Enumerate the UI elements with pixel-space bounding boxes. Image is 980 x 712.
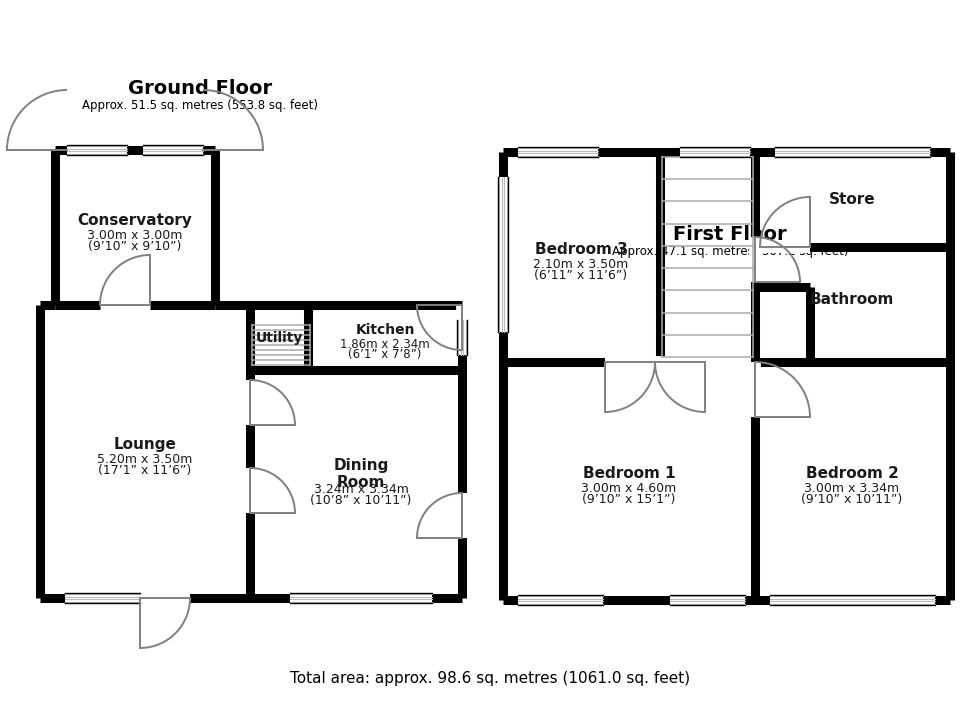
Text: (10’8” x 10’11”): (10’8” x 10’11”) (311, 493, 412, 507)
Text: 3.00m x 3.34m: 3.00m x 3.34m (805, 482, 900, 496)
Text: Total area: approx. 98.6 sq. metres (1061.0 sq. feet): Total area: approx. 98.6 sq. metres (106… (290, 671, 690, 686)
Text: Bedroom 1: Bedroom 1 (583, 466, 675, 481)
Text: Kitchen: Kitchen (356, 323, 415, 337)
Text: (9’10” x 15’1”): (9’10” x 15’1”) (582, 493, 675, 506)
Text: Approx. 47.1 sq. metres (507.2 sq. feet): Approx. 47.1 sq. metres (507.2 sq. feet) (612, 244, 849, 258)
Text: Approx. 51.5 sq. metres (553.8 sq. feet): Approx. 51.5 sq. metres (553.8 sq. feet) (82, 98, 318, 112)
Text: 1.86m x 2.34m: 1.86m x 2.34m (340, 338, 430, 352)
Text: First Floor: First Floor (673, 226, 787, 244)
Text: (17’1” x 11’6”): (17’1” x 11’6”) (98, 464, 192, 477)
Text: Conservatory: Conservatory (77, 212, 192, 228)
Text: Bedroom 3: Bedroom 3 (535, 241, 627, 256)
Text: 2.10m x 3.50m: 2.10m x 3.50m (533, 258, 628, 271)
Text: (9’10” x 10’11”): (9’10” x 10’11”) (802, 493, 903, 506)
Text: 3.00m x 4.60m: 3.00m x 4.60m (581, 482, 676, 496)
Text: 3.24m x 3.34m: 3.24m x 3.34m (314, 483, 409, 496)
Text: Bathroom: Bathroom (809, 293, 894, 308)
Text: Utility: Utility (256, 331, 303, 345)
Text: 5.20m x 3.50m: 5.20m x 3.50m (97, 454, 193, 466)
Text: (6’11” x 11’6”): (6’11” x 11’6”) (534, 268, 627, 282)
Text: Lounge: Lounge (114, 436, 176, 451)
Text: (6’1” x 7’8”): (6’1” x 7’8”) (348, 348, 421, 361)
Text: (9’10” x 9’10”): (9’10” x 9’10”) (88, 240, 181, 253)
Text: Dining
Room: Dining Room (333, 458, 389, 490)
Text: 3.00m x 3.00m: 3.00m x 3.00m (87, 229, 182, 242)
Text: Bedroom 2: Bedroom 2 (806, 466, 899, 481)
Text: Ground Floor: Ground Floor (128, 80, 272, 98)
Text: Store: Store (829, 192, 875, 207)
